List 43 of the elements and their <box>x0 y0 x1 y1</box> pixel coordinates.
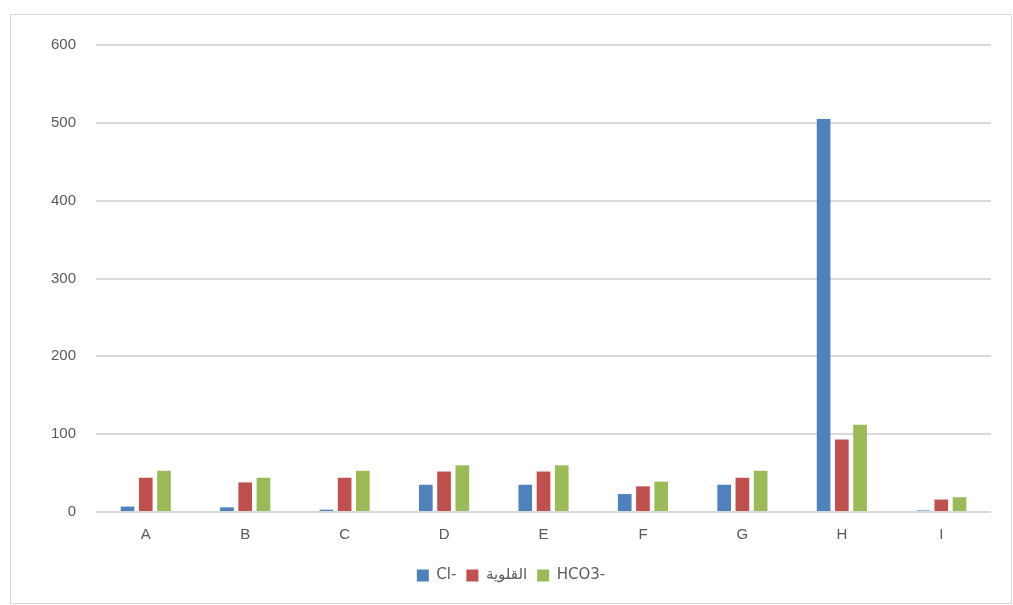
y-tick-label: 600 <box>51 35 77 53</box>
bar <box>337 477 352 511</box>
bar <box>835 439 849 511</box>
legend-label: القلوية <box>485 565 528 584</box>
bar <box>636 486 650 511</box>
y-tick-label: 500 <box>51 112 77 130</box>
y-tick-label: 0 <box>67 502 77 520</box>
y-tick-label: 300 <box>51 268 77 286</box>
bar <box>518 484 533 511</box>
bar <box>256 477 271 511</box>
x-tick-label: B <box>240 525 251 543</box>
y-tick-label: 200 <box>51 346 77 364</box>
x-tick-label: F <box>638 525 648 543</box>
bar <box>238 482 253 511</box>
bar <box>138 477 153 511</box>
x-tick-label: H <box>836 525 848 543</box>
bar <box>952 497 967 511</box>
x-tick-label: G <box>736 525 749 543</box>
bar <box>654 481 669 511</box>
bar <box>437 471 451 511</box>
bar <box>816 118 831 511</box>
y-tick-label: 400 <box>51 190 77 208</box>
x-tick-label: A <box>140 525 151 543</box>
bar <box>753 470 768 511</box>
bar <box>220 507 234 511</box>
y-tick-label: 100 <box>51 424 77 442</box>
bar <box>455 465 470 511</box>
x-tick-label: C <box>339 525 351 543</box>
bar <box>356 470 370 511</box>
legend-label: HCO3- <box>556 565 606 584</box>
bar <box>934 499 949 511</box>
legend-label: Cl- <box>436 565 457 584</box>
bar <box>419 484 433 511</box>
bar <box>853 424 867 511</box>
bar <box>717 484 731 511</box>
bar <box>554 465 569 511</box>
x-tick-label: E <box>538 525 549 543</box>
bar <box>735 477 750 511</box>
bar <box>157 470 171 511</box>
bar <box>536 471 551 511</box>
bar <box>617 494 632 511</box>
x-tick-label: D <box>438 525 450 543</box>
x-tick-label: I <box>939 525 944 543</box>
